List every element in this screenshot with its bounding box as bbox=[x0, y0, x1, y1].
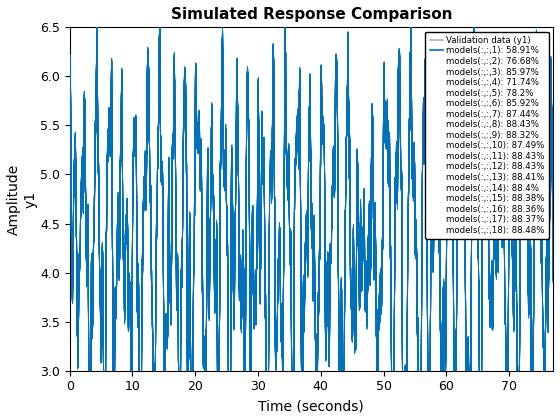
Legend: Validation data (y1), models(:,:,1): 58.91%, models(:,:,2): 76.68%, models(:,:,3: Validation data (y1), models(:,:,1): 58.… bbox=[425, 32, 549, 239]
X-axis label: Time (seconds): Time (seconds) bbox=[259, 399, 364, 413]
Y-axis label: Amplitude
y1: Amplitude y1 bbox=[7, 163, 37, 235]
Title: Simulated Response Comparison: Simulated Response Comparison bbox=[171, 7, 452, 22]
